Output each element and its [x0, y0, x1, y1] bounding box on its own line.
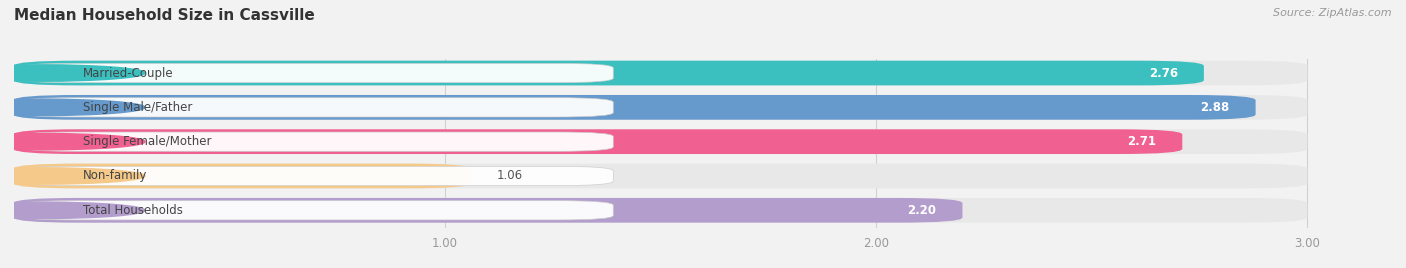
FancyBboxPatch shape	[14, 129, 1182, 154]
Text: Single Female/Mother: Single Female/Mother	[83, 135, 211, 148]
FancyBboxPatch shape	[14, 198, 963, 223]
Text: Married-Couple: Married-Couple	[83, 66, 174, 80]
FancyBboxPatch shape	[18, 132, 613, 151]
Text: Non-family: Non-family	[83, 169, 148, 183]
Text: 2.20: 2.20	[908, 204, 936, 217]
Text: Source: ZipAtlas.com: Source: ZipAtlas.com	[1274, 8, 1392, 18]
Text: 2.88: 2.88	[1201, 101, 1230, 114]
Circle shape	[0, 202, 145, 218]
FancyBboxPatch shape	[14, 61, 1204, 85]
Text: 2.71: 2.71	[1128, 135, 1156, 148]
FancyBboxPatch shape	[18, 64, 613, 83]
FancyBboxPatch shape	[14, 164, 471, 188]
FancyBboxPatch shape	[14, 95, 1256, 120]
FancyBboxPatch shape	[14, 164, 1308, 188]
Circle shape	[0, 168, 145, 184]
FancyBboxPatch shape	[14, 95, 1308, 120]
Circle shape	[0, 65, 145, 81]
Text: Total Households: Total Households	[83, 204, 183, 217]
FancyBboxPatch shape	[18, 166, 613, 186]
FancyBboxPatch shape	[18, 201, 613, 220]
Circle shape	[0, 99, 145, 116]
Text: Single Male/Father: Single Male/Father	[83, 101, 193, 114]
Text: 1.06: 1.06	[496, 169, 523, 183]
Text: Median Household Size in Cassville: Median Household Size in Cassville	[14, 8, 315, 23]
Text: 2.76: 2.76	[1149, 66, 1178, 80]
FancyBboxPatch shape	[14, 129, 1308, 154]
FancyBboxPatch shape	[14, 61, 1308, 85]
FancyBboxPatch shape	[18, 98, 613, 117]
FancyBboxPatch shape	[14, 198, 1308, 223]
Circle shape	[0, 133, 145, 150]
